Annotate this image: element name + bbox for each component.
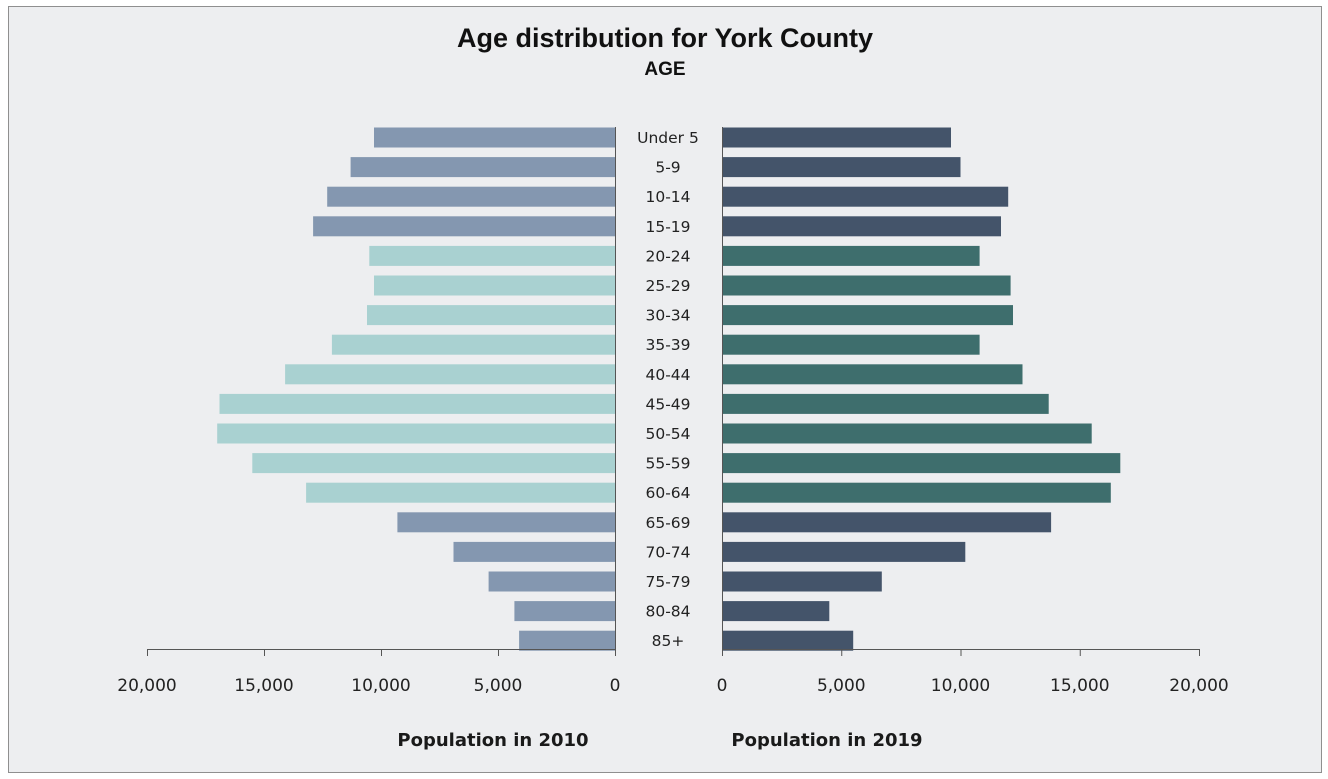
bar-2010 (252, 453, 616, 474)
category-label: 25-29 (645, 277, 690, 295)
bar-2019 (722, 393, 1049, 414)
left-axis-tick-label: 10,000 (351, 676, 410, 696)
bar-2019 (722, 364, 1023, 385)
right-axis-tick-label: 15,000 (1050, 676, 1109, 696)
category-label: 65-69 (645, 514, 690, 532)
left-bar-group (217, 127, 616, 651)
category-label: 70-74 (645, 543, 690, 561)
category-label: 80-84 (645, 603, 690, 621)
bar-2010 (453, 541, 615, 562)
category-label: 20-24 (645, 247, 690, 265)
right-axis-tick-label: 10,000 (931, 676, 990, 696)
right-bar-group (722, 127, 1121, 651)
bar-2019 (722, 275, 1011, 296)
bar-2019 (722, 305, 1013, 326)
bar-2019 (722, 157, 961, 178)
category-label: 40-44 (645, 366, 690, 384)
category-label: 85+ (652, 632, 685, 650)
axis-title-group: Population in 2010 Population in 2019 (397, 730, 922, 751)
left-axis-tick-label: 0 (610, 676, 621, 696)
category-label: 55-59 (645, 455, 690, 473)
left-axis-tick-label: 20,000 (117, 676, 176, 696)
category-label: 35-39 (645, 336, 690, 354)
category-label: Under 5 (637, 129, 699, 147)
chart-title: Age distribution for York County (457, 23, 873, 53)
bar-2019 (722, 512, 1052, 533)
bar-2019 (722, 601, 830, 622)
bar-2010 (488, 571, 615, 592)
bar-2010 (313, 216, 615, 237)
bar-2019 (722, 245, 980, 266)
category-label: 10-14 (645, 188, 690, 206)
right-axis-tick-label: 20,000 (1169, 676, 1228, 696)
left-axis-tick-label: 15,000 (234, 676, 293, 696)
right-axis-tick-label: 0 (717, 676, 728, 696)
bar-2010 (367, 305, 615, 326)
bar-2010 (369, 245, 615, 266)
category-label: 75-79 (645, 573, 690, 591)
chart-subtitle: AGE (644, 59, 686, 80)
left-axis-tick-label: 5,000 (474, 676, 523, 696)
bar-2019 (722, 630, 854, 651)
category-label: 15-19 (645, 218, 690, 236)
bar-2010 (219, 393, 615, 414)
bar-2019 (722, 216, 1001, 237)
category-label: 50-54 (645, 425, 690, 443)
bar-2019 (722, 482, 1111, 503)
chart-frame: Age distribution for York County AGE Und… (8, 6, 1322, 773)
bar-2019 (722, 127, 951, 148)
category-label: 45-49 (645, 395, 690, 413)
bar-2019 (722, 423, 1092, 444)
category-label: 30-34 (645, 307, 690, 325)
bar-2010 (397, 512, 615, 533)
bar-2019 (722, 453, 1121, 474)
bar-2019 (722, 186, 1009, 207)
left-axis-title: Population in 2010 (397, 730, 588, 751)
bar-2010 (217, 423, 615, 444)
bar-2019 (722, 541, 966, 562)
bar-2010 (374, 127, 615, 148)
right-axis-title: Population in 2019 (731, 730, 922, 751)
bar-2019 (722, 334, 980, 355)
bar-2010 (331, 334, 615, 355)
bar-2010 (514, 601, 615, 622)
right-axis-tick-label: 5,000 (817, 676, 866, 696)
bar-2010 (350, 157, 615, 178)
category-label: 5-9 (655, 159, 680, 177)
bar-2019 (722, 571, 882, 592)
tick-label-group: 20,000 15,000 10,000 5,000 0 0 5,000 10,000 15,0… (117, 676, 1228, 696)
bar-2010 (327, 186, 615, 207)
bar-2010 (306, 482, 615, 503)
bar-2010 (519, 630, 615, 651)
population-pyramid-chart: Under 5 5-9 10-14 15-19 20-24 25-29 30-34 35-39… (117, 127, 1229, 751)
bar-2010 (285, 364, 615, 385)
category-label: 60-64 (645, 484, 690, 502)
bar-2010 (374, 275, 615, 296)
category-label-group: Under 5 5-9 10-14 15-19 20-24 25-29 30-34 35-39… (637, 129, 699, 650)
axes-group (147, 127, 1200, 656)
